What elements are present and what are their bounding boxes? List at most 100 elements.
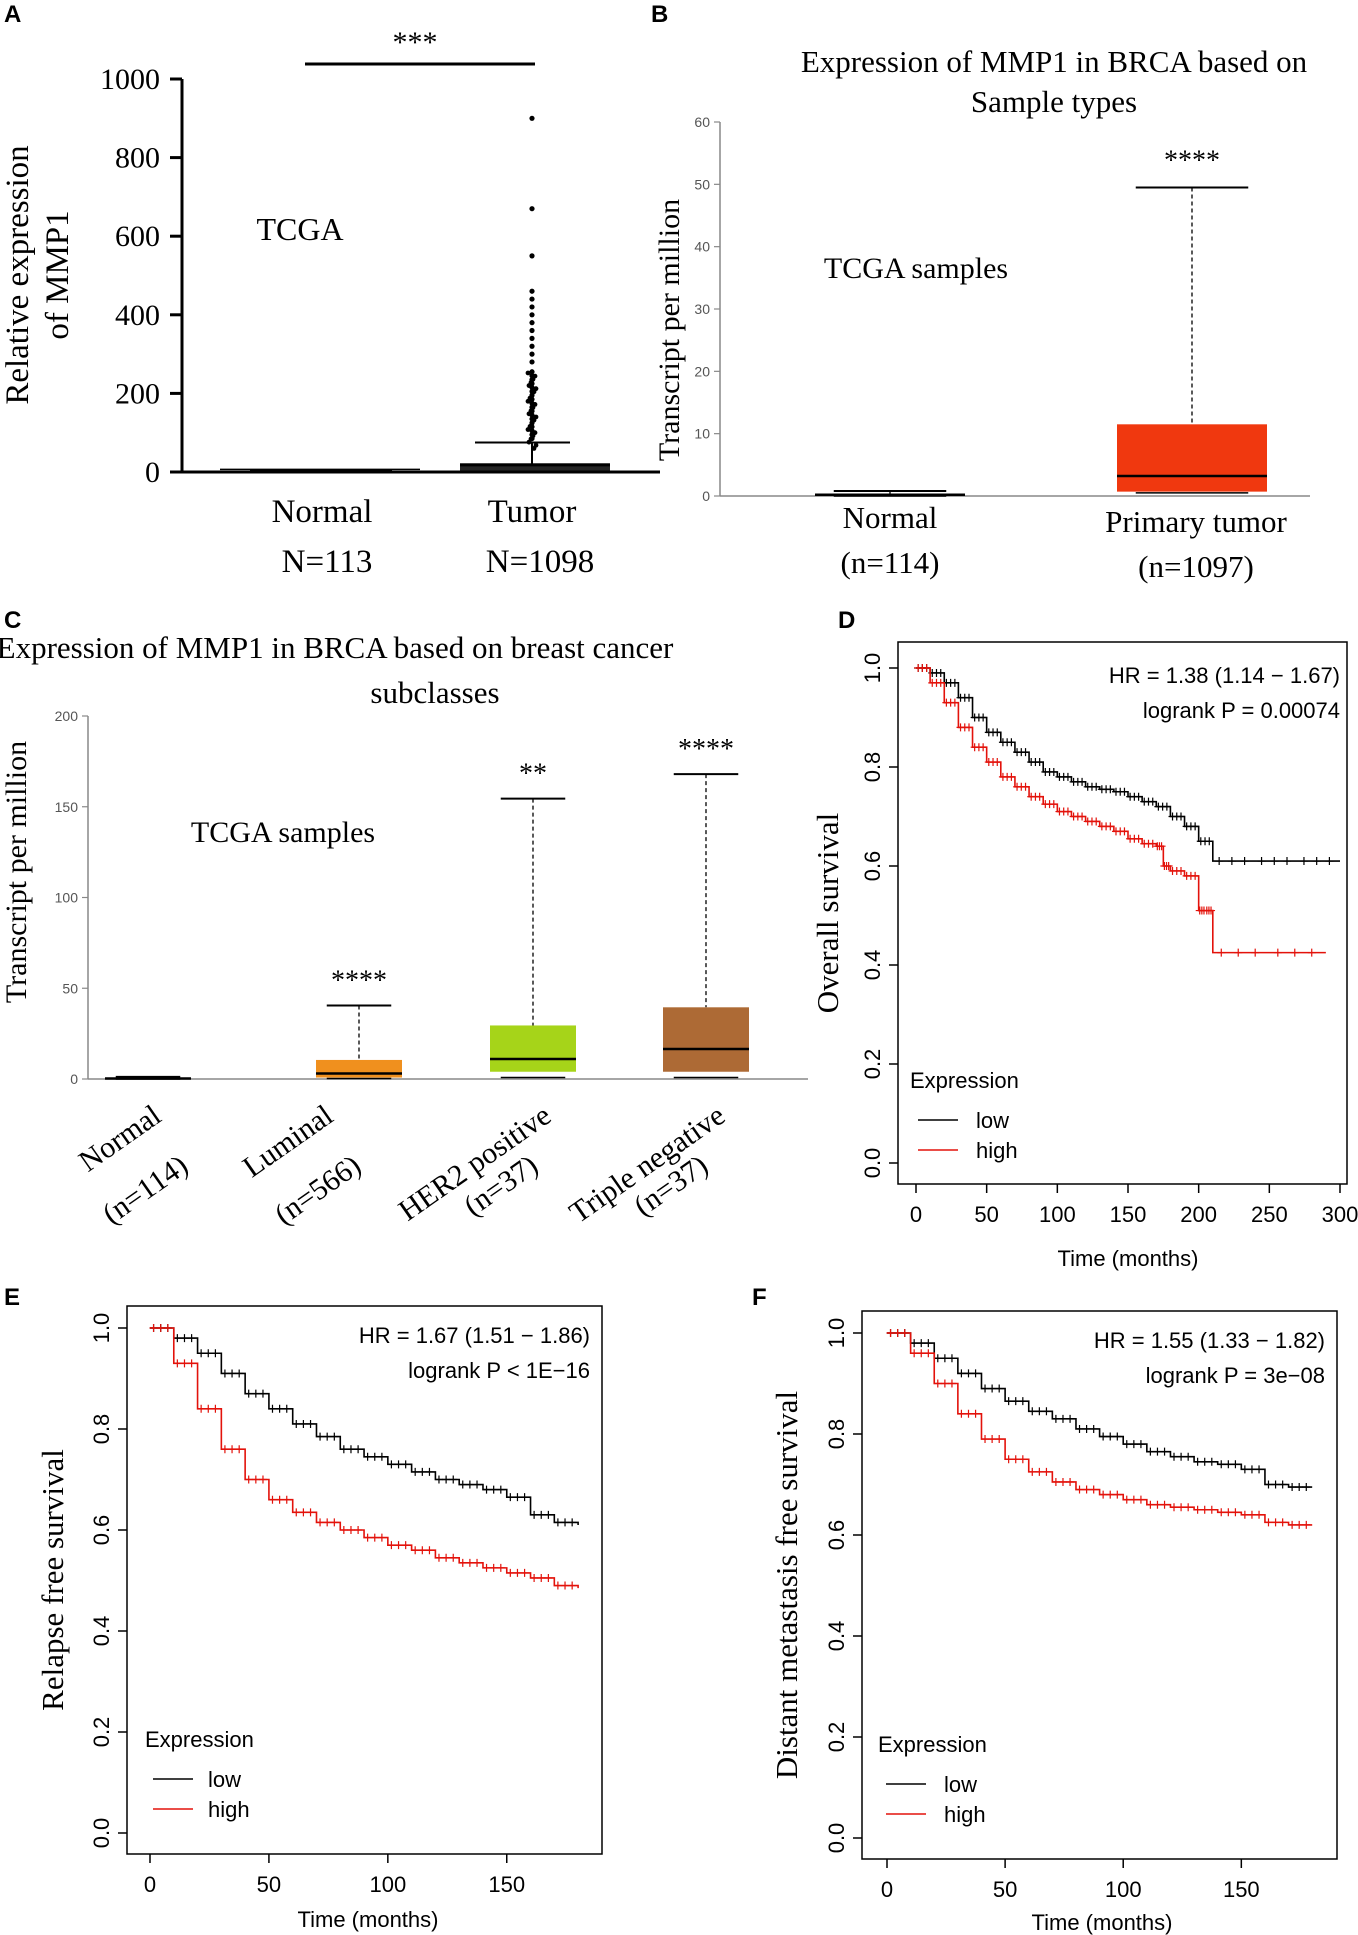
panel-a-tumor-point [529, 320, 535, 326]
panel-f-censor-mark [1113, 1432, 1122, 1441]
panel-f-censor-mark [1089, 1424, 1098, 1433]
panel-d-censor-mark [1162, 802, 1171, 811]
panel-f-censor-mark [1231, 1460, 1240, 1469]
panel-e-legend-title: Expression [145, 1727, 254, 1752]
panel-d-legend: Expression low high [910, 1068, 1019, 1163]
panel-d-censor-mark [1035, 792, 1044, 801]
panel-f-censor-mark [1177, 1452, 1186, 1461]
panel-e-censor-mark [434, 1553, 443, 1562]
panel-d-ylabel: Overall survival [810, 813, 845, 1014]
panel-a-tumor-point [529, 327, 535, 334]
panel-d-ytick-label: 0.8 [860, 752, 885, 783]
panel-c-significance: ** [519, 759, 547, 790]
panel-a-tumor-point [533, 386, 539, 392]
panel-e-censor-mark [323, 1518, 332, 1527]
panel-a-significance: *** [393, 26, 438, 59]
panel-d-censor-mark [1134, 834, 1143, 843]
panel-f-censor-mark [995, 1384, 1004, 1393]
panel-e-censor-mark [482, 1485, 491, 1494]
panel-d-censor-mark [1227, 857, 1236, 866]
panel-e-censor-mark [568, 1581, 577, 1590]
panel-c-box [663, 1007, 749, 1072]
panel-f: F 0 50 100 150 0.0 0.2 0.4 0.6 0.8 1.0 Distant me… [752, 1284, 1338, 1935]
panel-f-curve-high [887, 1332, 1313, 1526]
panel-f-censor-mark [1271, 1480, 1280, 1489]
panel-e-censor-mark [244, 1475, 253, 1484]
panel-b-ytick-label: 10 [694, 426, 710, 442]
panel-b-ytick-label: 0 [702, 488, 710, 504]
panel-f-censor-mark [971, 1409, 980, 1418]
panel-e-ytick-label: 0.0 [89, 1818, 114, 1849]
panel-e-censor-mark [377, 1452, 386, 1461]
panel-e-legend-low: low [208, 1767, 241, 1792]
panel-d-censor-mark [993, 758, 1002, 767]
panel-f-censor-mark [988, 1384, 997, 1393]
panel-f-logrank: logrank P = 3e−08 [1146, 1363, 1325, 1388]
panel-e-censor-mark [544, 1573, 553, 1582]
panel-f-censor-mark [900, 1329, 909, 1337]
panel-f-censor-mark [1217, 1508, 1226, 1517]
panel-b-ylabel: Transcript per million [653, 199, 686, 461]
panel-e-censor-mark [411, 1546, 420, 1555]
panel-e-censor-mark [330, 1518, 339, 1527]
panel-d-censor-mark [965, 693, 973, 702]
panel-c-category-labels: Normal (n=114) Luminal (n=566) HER2 posi… [73, 1099, 731, 1232]
panel-b-category-primary-tumor: Primary tumor [1105, 504, 1287, 539]
panel-d-censor-mark [1021, 748, 1030, 757]
panel-f-censor-mark [1170, 1503, 1178, 1512]
panel-f-censor-mark [1089, 1485, 1098, 1494]
panel-e-censor-mark [204, 1404, 213, 1413]
panel-e-censor-mark [449, 1553, 458, 1562]
panel-f-censor-mark [917, 1339, 926, 1348]
panel-a-tumor-point [532, 430, 538, 436]
panel-e-censor-mark [330, 1432, 339, 1441]
panel-b-y-ticks: 0 10 20 30 40 50 60 [694, 114, 720, 504]
panel-e-ytick-label: 0.2 [89, 1717, 114, 1748]
panel-e-legend-high: high [208, 1797, 250, 1822]
panel-e-censor-mark [482, 1563, 491, 1572]
panel-f-censor-mark [1160, 1447, 1169, 1456]
panel-f-censor-mark [1028, 1407, 1037, 1416]
panel-f-censor-mark [1207, 1505, 1216, 1514]
panel-f-censor-mark [1184, 1452, 1193, 1461]
panel-d-ytick-label: 0.4 [860, 950, 885, 981]
panel-f-censor-mark [1122, 1440, 1131, 1449]
panel-d-censor-mark [936, 668, 945, 677]
panel-f-censor-mark [957, 1409, 966, 1418]
panel-f-censor-mark [1264, 1480, 1273, 1489]
panel-b-significance: **** [1164, 145, 1220, 176]
panel-f-censor-mark [1066, 1477, 1075, 1486]
panel-e-censor-mark [473, 1480, 482, 1489]
panel-c-y-ticks: 0 50 100 150 200 [55, 708, 88, 1087]
panel-a-tumor-point [529, 359, 535, 365]
panel-f-censor-mark [1042, 1407, 1051, 1416]
panel-f-censor-mark [940, 1379, 949, 1388]
panel-e-censor-mark [401, 1541, 410, 1550]
panel-f-axes: 0 50 100 150 0.0 0.2 0.4 0.6 0.8 1.0 [824, 1318, 1260, 1902]
panel-d-censor-mark [1078, 812, 1087, 821]
panel-letter-a: A [4, 1, 21, 28]
panel-e-censor-mark [339, 1526, 348, 1534]
panel-d-plot-frame [897, 641, 1348, 1185]
panel-f-censor-mark [1231, 1508, 1240, 1517]
panel-e-censor-mark [489, 1563, 498, 1572]
panel-e-censor-mark [244, 1389, 253, 1398]
panel-d-ytick-label: 0.2 [860, 1049, 885, 1080]
panel-e-censor-mark [211, 1349, 220, 1358]
panel-a-tumor-point [529, 304, 535, 310]
panel-e: E 0 50 100 150 0.0 0.2 0.4 0.6 0.8 1.0 Relapse fr… [4, 1284, 603, 1932]
panel-e-censor-mark [513, 1493, 522, 1502]
panel-letter-e: E [4, 1284, 20, 1311]
panel-e-censor-mark [275, 1495, 284, 1504]
panel-f-censor-mark [1153, 1447, 1162, 1456]
panel-a-tumor-point [529, 351, 535, 357]
panel-f-censor-mark [1004, 1397, 1013, 1406]
panel-a-category-tumor: Tumor [488, 494, 577, 530]
panel-e-censor-mark [387, 1541, 396, 1550]
panel-a-count-tumor: N=1098 [486, 544, 594, 580]
panel-f-censor-mark [1200, 1505, 1209, 1514]
panel-e-censor-mark [316, 1432, 325, 1441]
panel-f-censor-mark [964, 1369, 973, 1378]
